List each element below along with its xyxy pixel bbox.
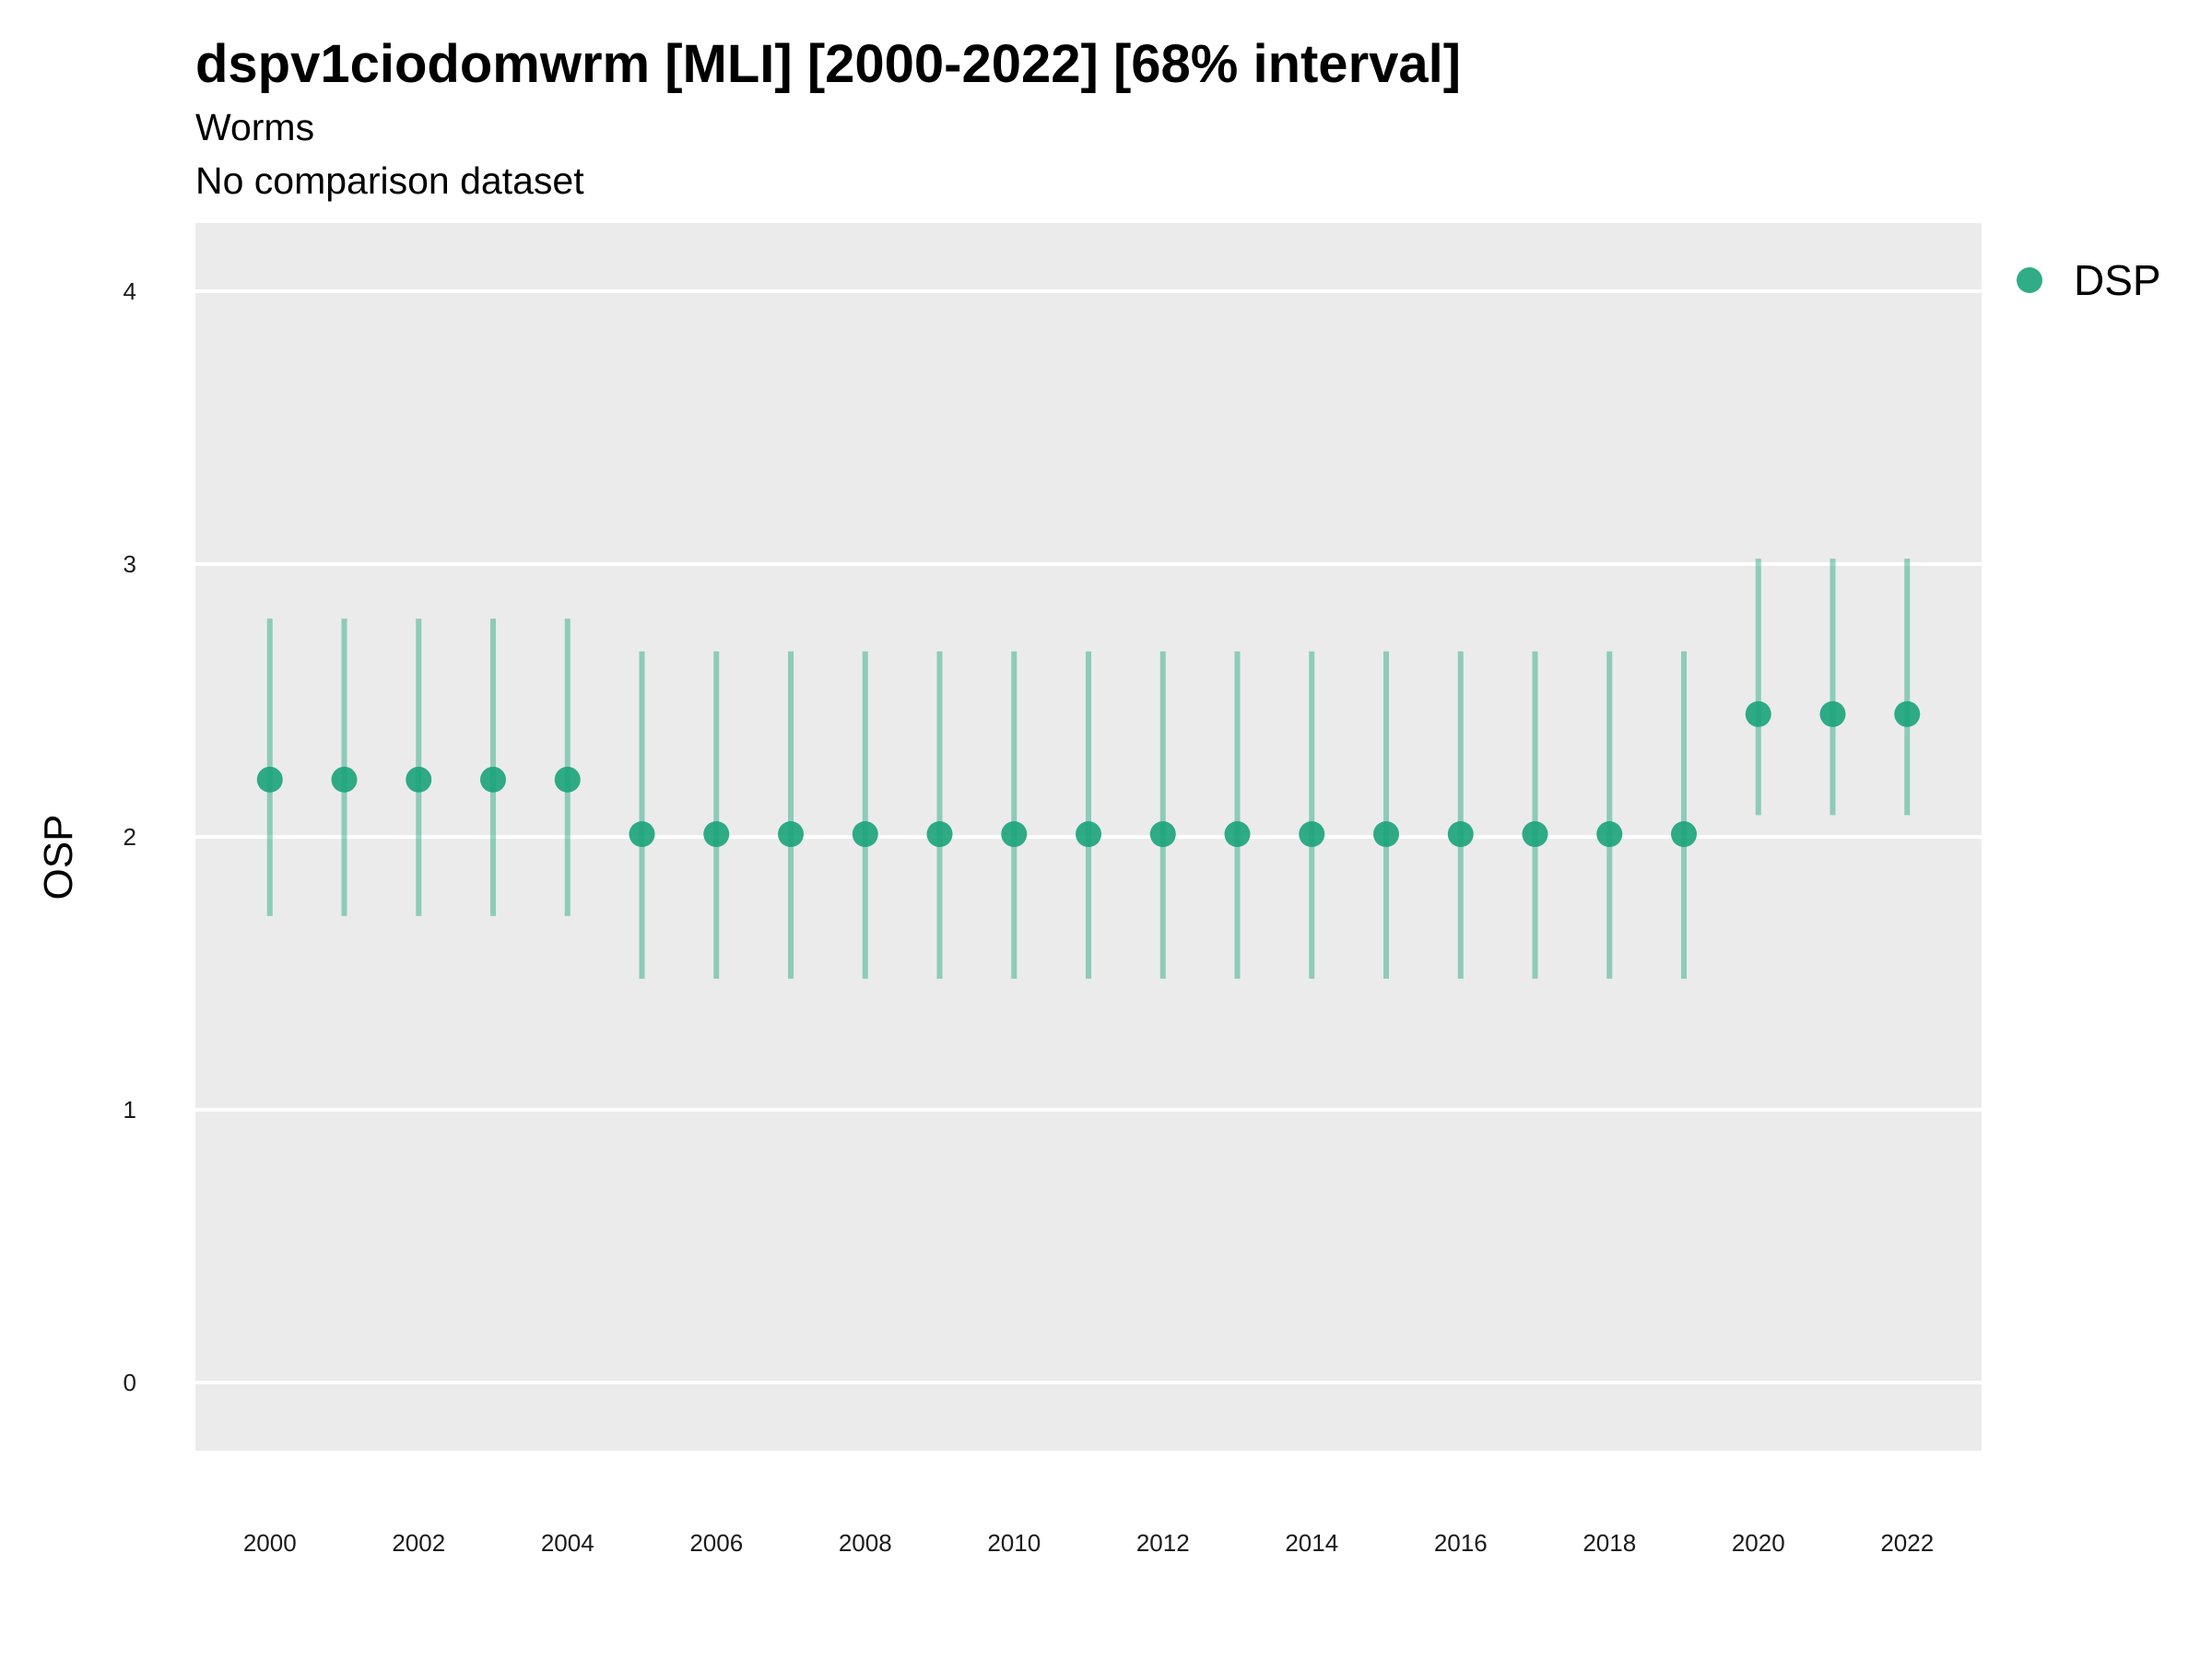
x-tick-label: 2020 — [1732, 1529, 1785, 1557]
x-tick-label: 2006 — [689, 1529, 743, 1557]
x-tick-label: 2002 — [392, 1529, 445, 1557]
x-tick-label: 2000 — [243, 1529, 297, 1557]
y-tick-label: 0 — [124, 1369, 136, 1396]
data-point — [1596, 821, 1623, 848]
data-point — [1894, 700, 1921, 727]
data-point — [852, 821, 878, 848]
x-tick-label: 2010 — [987, 1529, 1041, 1557]
data-point — [1745, 700, 1771, 727]
x-tick-label: 2008 — [839, 1529, 892, 1557]
data-point — [554, 766, 581, 793]
chart-subtitle-comparison: No comparison dataset — [195, 159, 584, 202]
data-point — [406, 766, 432, 793]
x-tick-label: 2012 — [1136, 1529, 1190, 1557]
data-point — [1001, 821, 1028, 848]
data-point — [1076, 821, 1101, 848]
data-points — [256, 700, 1921, 848]
data-point — [703, 821, 730, 848]
data-point — [1149, 821, 1176, 848]
y-axis-label: OSP — [36, 815, 81, 900]
x-tick-label: 2016 — [1434, 1529, 1488, 1557]
y-tick-label: 2 — [124, 823, 136, 851]
data-point — [1819, 700, 1846, 727]
y-tick-label: 4 — [124, 277, 136, 305]
legend-label-dsp: DSP — [2074, 256, 2161, 304]
chart-title: dspv1ciodomwrm [MLI] [2000-2022] [68% in… — [195, 34, 1462, 94]
y-tick-labels: 0 1 2 3 4 — [124, 277, 136, 1396]
data-point — [1447, 821, 1474, 848]
data-point — [629, 821, 655, 848]
data-point — [331, 766, 358, 793]
data-point — [1224, 821, 1251, 848]
data-point — [1299, 821, 1325, 848]
data-point — [926, 821, 953, 848]
data-point — [778, 821, 804, 848]
y-tick-label: 3 — [124, 550, 136, 578]
data-point — [1671, 821, 1697, 848]
data-point — [256, 766, 283, 793]
x-tick-label: 2004 — [541, 1529, 594, 1557]
y-tick-label: 1 — [124, 1096, 136, 1124]
x-tick-label: 2022 — [1880, 1529, 1934, 1557]
legend: DSP — [2017, 256, 2161, 304]
data-point — [1522, 821, 1548, 848]
legend-key-dsp — [2017, 267, 2042, 293]
data-point — [1373, 821, 1399, 848]
chart-subtitle: Worms — [195, 106, 315, 148]
data-point — [480, 766, 506, 793]
x-tick-label: 2014 — [1285, 1529, 1338, 1557]
x-tick-labels: 2000 2002 2004 2006 2008 2010 2012 2014 2016 2018… — [243, 1529, 1934, 1557]
x-tick-label: 2018 — [1583, 1529, 1636, 1557]
